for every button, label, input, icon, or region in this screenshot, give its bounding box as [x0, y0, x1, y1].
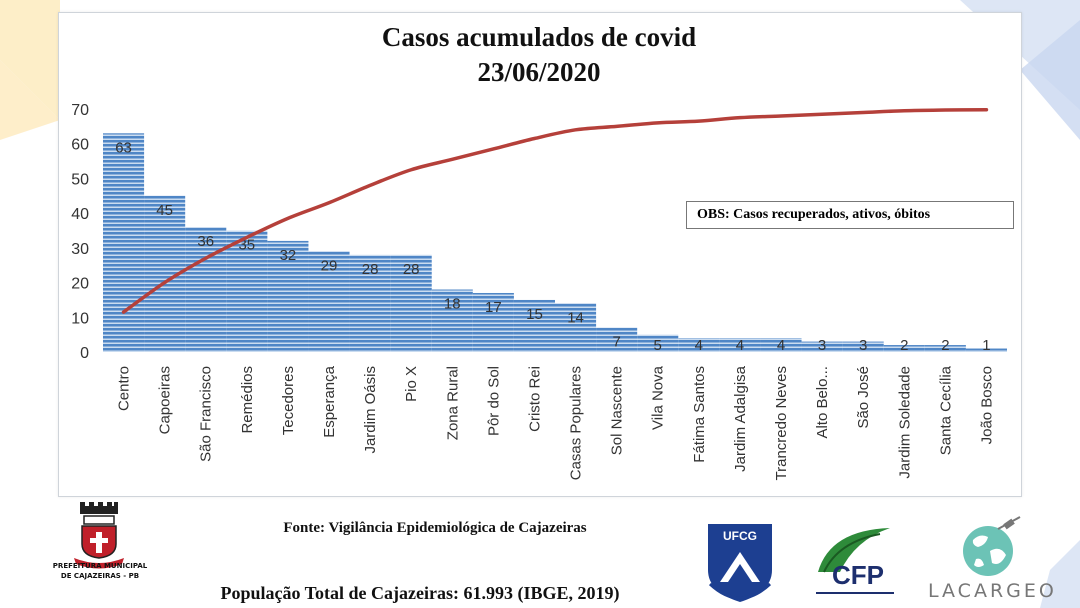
bar-value-label: 4: [777, 337, 785, 354]
population-text: População Total de Cajazeiras: 61.993 (I…: [220, 583, 620, 603]
bar-value-label: 63: [115, 139, 132, 156]
bar-value-label: 32: [280, 247, 297, 264]
x-tick-label: Capoeiras: [157, 366, 174, 434]
source-text: Fonte: Vigilância Epidemiológica de Caja…: [283, 520, 587, 536]
bar-p-r-do-sol: [472, 292, 514, 352]
bar-jardim-soledade: [883, 345, 925, 352]
x-tick-label: Remédios: [239, 366, 256, 434]
obs-annotation: OBS: Casos recuperados, ativos, óbitos: [686, 201, 1014, 229]
bar-value-label: 15: [526, 306, 543, 323]
x-tick-label: Fátima Santos: [691, 366, 708, 463]
x-tick-label: São Francisco: [198, 366, 215, 462]
bar-value-label: 4: [736, 337, 744, 354]
bar-tecedores: [267, 240, 309, 352]
bar-value-label: 1: [982, 337, 990, 354]
x-tick-label: Jardim Oásis: [362, 366, 379, 454]
x-tick-label: Casas Populares: [568, 366, 585, 480]
x-tick-label: Cristo Rei: [526, 366, 543, 432]
bar-rem-dios: [226, 230, 268, 352]
y-tick-label: 50: [71, 171, 89, 188]
cfp-logo: CFP: [816, 528, 894, 594]
bar-value-label: 17: [485, 299, 502, 316]
y-tick-label: 10: [71, 310, 89, 327]
bar-value-label: 29: [321, 257, 338, 274]
bar-value-label: 14: [567, 309, 584, 326]
y-tick-label: 20: [71, 276, 89, 293]
cfp-logo-text: CFP: [832, 560, 884, 590]
bar-trancredo-neves: [760, 338, 802, 352]
bar-value-label: 5: [654, 337, 662, 354]
ufcg-logo: UFCG: [708, 524, 772, 602]
bar-esperan-a: [308, 251, 350, 352]
bar-f-tima-santos: [678, 338, 720, 352]
prefeitura-label-line1: PREFEITURA MUNICIPAL: [52, 562, 148, 570]
x-tick-label: Alto Belo...: [814, 366, 831, 439]
x-tick-label: Pio X: [403, 366, 420, 402]
bar-centro: [103, 133, 145, 352]
bar-jardim-adalgisa: [719, 338, 761, 352]
x-tick-label: João Bosco: [978, 366, 995, 444]
y-tick-label: 30: [71, 241, 89, 258]
bar-value-label: 7: [612, 334, 620, 351]
bar-jardim-o-sis: [349, 254, 391, 352]
bar-value-label: 2: [941, 337, 949, 354]
bar-value-label: 28: [403, 261, 420, 278]
x-tick-label: Tecedores: [280, 366, 297, 435]
bar-value-label: 28: [362, 261, 379, 278]
bar-s-o-jos-: [842, 341, 884, 352]
x-tick-label: Zona Rural: [444, 366, 461, 440]
chart-title: Casos acumulados de covid: [381, 22, 697, 52]
y-tick-label: 40: [71, 206, 89, 223]
y-tick-label: 70: [71, 102, 89, 119]
bar-santa-cec-lia: [924, 345, 966, 352]
bar-pio-x: [390, 254, 432, 352]
bar-value-label: 18: [444, 296, 461, 313]
bar-value-label: 45: [156, 202, 173, 219]
x-tick-label: Santa Cecília: [937, 365, 954, 455]
x-tick-label: Vila Nova: [650, 365, 667, 430]
x-tick-label: Pôr do Sol: [485, 366, 502, 436]
bar-s-o-francisco: [185, 227, 227, 352]
x-tick-label: Trancredo Neves: [773, 366, 790, 481]
bar-value-label: 4: [695, 337, 703, 354]
y-tick-label: 60: [71, 137, 89, 154]
prefeitura-label-line2: DE CAJAZEIRAS - PB: [60, 572, 140, 580]
bar-value-label: 36: [197, 233, 214, 250]
lacargeo-globe-logo: [963, 516, 1021, 576]
x-tick-label: Esperança: [321, 365, 338, 437]
bar-value-label: 2: [900, 337, 908, 354]
x-tick-label: Sol Nascente: [609, 366, 626, 455]
x-tick-label: São José: [855, 366, 872, 429]
x-tick-label: Jardim Soledade: [896, 366, 913, 479]
bar-sol-nascente: [596, 327, 638, 352]
bar-jo-o-bosco: [965, 348, 1007, 352]
bar-value-label: 3: [818, 337, 826, 354]
bar-casas-populares: [555, 303, 597, 352]
bar-cristo-rei: [513, 299, 555, 352]
bar-vila-nova: [637, 334, 679, 352]
x-tick-label: Jardim Adalgisa: [732, 365, 749, 472]
chart-subtitle: 23/06/2020: [477, 57, 601, 87]
x-tick-label: Centro: [116, 366, 133, 411]
bar-value-label: 3: [859, 337, 867, 354]
prefeitura-coat-of-arms-logo: [74, 502, 124, 569]
lacargeo-logo-text: LACARGEO: [928, 580, 1057, 602]
y-tick-label: 0: [80, 345, 89, 362]
bar-zona-rural: [431, 289, 473, 352]
cumulative-curve: [121, 107, 989, 314]
ufcg-logo-text: UFCG: [723, 529, 757, 543]
bar-alto-belo-: [801, 341, 843, 352]
